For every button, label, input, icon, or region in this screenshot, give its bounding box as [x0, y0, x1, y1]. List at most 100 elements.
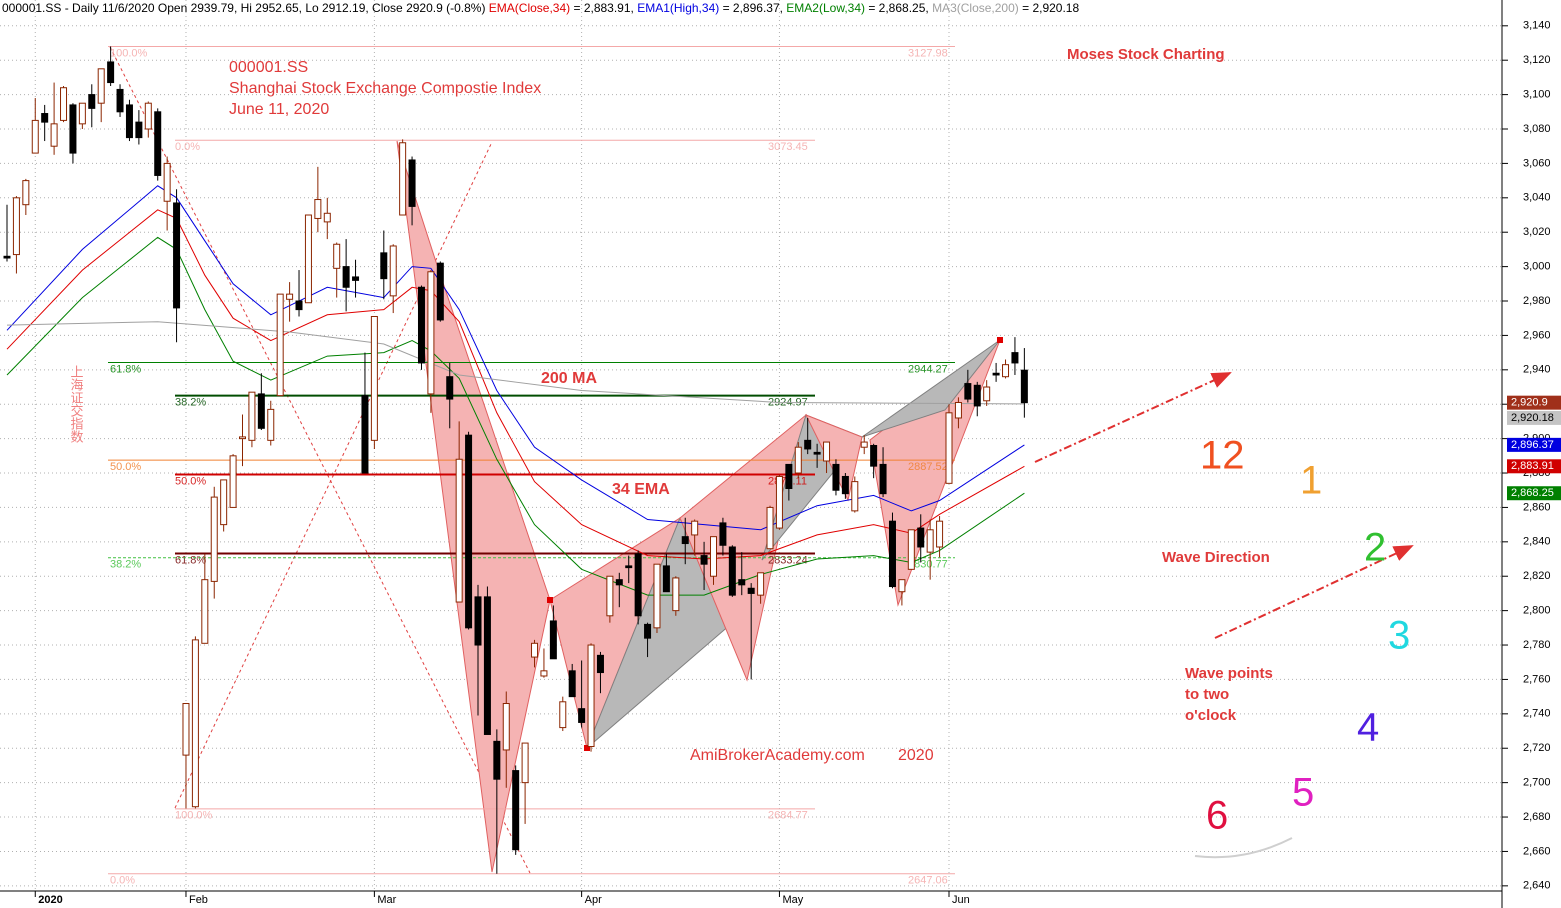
y-tick-label: 2,840 — [1523, 536, 1551, 548]
x-tick-label: 2020 — [38, 894, 62, 906]
candle-body — [352, 276, 360, 281]
x-tick-label: Feb — [189, 894, 208, 906]
y-tick-label: 3,140 — [1523, 20, 1551, 32]
annotation: Shanghai Stock Exchange Compostie Index — [229, 80, 541, 97]
price-tag — [1507, 395, 1561, 410]
candle-body — [728, 546, 736, 596]
y-tick-label: 2,960 — [1523, 329, 1551, 341]
candle-body — [69, 104, 77, 154]
y-tick-label: 2,640 — [1523, 880, 1551, 892]
candle-body — [559, 701, 567, 729]
price-tag-label: 2,920.9 — [1511, 397, 1548, 409]
candle-body — [785, 463, 793, 490]
candle-body — [314, 199, 322, 219]
fib-percent: 38.2% — [110, 559, 141, 571]
candle-body — [41, 113, 49, 123]
candle-body — [116, 88, 124, 113]
candle-body — [1020, 369, 1028, 404]
x-tick-label: May — [782, 894, 803, 906]
candle-body — [578, 708, 586, 723]
legend-value: = 2,920.18 — [1018, 1, 1080, 15]
candle-body — [144, 102, 152, 130]
candle-body — [22, 180, 30, 206]
candle-body — [568, 670, 576, 698]
candle-body — [860, 441, 868, 448]
y-tick-label: 2,660 — [1523, 845, 1551, 857]
candle-body — [531, 642, 539, 658]
candle-body — [898, 579, 906, 593]
candle-body — [276, 293, 284, 397]
candle-body — [436, 262, 444, 321]
candle-body — [483, 596, 491, 735]
price-tag-label: 2,896.37 — [1511, 439, 1554, 451]
candle-body — [502, 703, 510, 751]
candle-body — [540, 670, 548, 677]
chart-header: 000001.SS - Daily 11/6/2020 Open 2939.79… — [2, 1, 1079, 15]
candle-body — [408, 159, 416, 207]
fib-percent: 0.0% — [110, 875, 135, 887]
fib-price: 3127.98 — [908, 47, 948, 59]
wave-arrow — [1214, 545, 1414, 639]
candle-body — [710, 536, 717, 577]
price-tag-label: 2,868.25 — [1511, 487, 1554, 499]
candle-body — [804, 439, 812, 450]
y-tick-label: 2,780 — [1523, 639, 1551, 651]
candle-body — [983, 386, 991, 402]
candle-body — [945, 412, 953, 484]
y-tick-label: 2,700 — [1523, 777, 1551, 789]
candle-body — [427, 271, 435, 395]
clock-number: 5 — [1292, 771, 1314, 815]
annotation: o'clock — [1185, 707, 1237, 724]
y-tick-label: 3,040 — [1523, 192, 1551, 204]
candle-body — [596, 654, 604, 674]
candle-body — [747, 587, 755, 594]
candle-body — [832, 463, 840, 491]
candle-body — [512, 770, 520, 851]
candle-body — [719, 522, 727, 546]
candle-body — [662, 565, 670, 593]
candle-body — [926, 529, 934, 553]
fib-percent: 61.8% — [175, 554, 206, 566]
pattern-point — [997, 337, 1003, 343]
legend-name: EMA2(Low,34) — [786, 1, 865, 15]
pattern-point — [547, 597, 553, 603]
annotation: 2020 — [898, 747, 934, 764]
candle-body — [455, 458, 463, 603]
fib-price: 2830.77 — [908, 559, 948, 571]
candle-body — [672, 577, 680, 612]
annotation: Moses Stock Charting — [1067, 46, 1225, 63]
clock-edge — [1194, 837, 1293, 859]
y-tick-label: 2,860 — [1523, 501, 1551, 513]
fib-percent: 100.0% — [175, 810, 213, 822]
annotation: June 11, 2020 — [229, 101, 329, 118]
candle-body — [107, 61, 115, 84]
candle-body — [380, 252, 388, 280]
indicator-line — [6, 185, 1025, 531]
fib-percent: 50.0% — [175, 475, 206, 487]
candle-body — [286, 293, 294, 300]
header-text: 000001.SS - Daily 11/6/2020 Open 2939.79… — [2, 1, 489, 15]
candle-body — [446, 376, 454, 400]
candle-body — [60, 87, 68, 121]
candle-body — [917, 527, 925, 548]
y-tick-label: 2,800 — [1523, 605, 1551, 617]
candle-body — [691, 520, 699, 536]
fib-percent: 61.8% — [110, 363, 141, 375]
candle-body — [154, 111, 162, 176]
candle-body — [182, 703, 190, 756]
candle-body — [964, 383, 972, 400]
y-tick-label: 2,980 — [1523, 295, 1551, 307]
candle-body — [417, 286, 425, 364]
price-tag-label: 2,883.91 — [1511, 460, 1554, 472]
clock-number: 6 — [1206, 794, 1228, 838]
candle-body — [625, 565, 633, 569]
candle-body — [173, 202, 181, 309]
candle-body — [229, 455, 237, 508]
candle-body — [615, 579, 623, 586]
candle-body — [757, 572, 765, 596]
annotation: Wave points — [1185, 665, 1273, 682]
legend-value: = 2,883.91, — [570, 1, 638, 15]
candle-body — [125, 104, 133, 139]
y-tick-label: 3,020 — [1523, 226, 1551, 238]
